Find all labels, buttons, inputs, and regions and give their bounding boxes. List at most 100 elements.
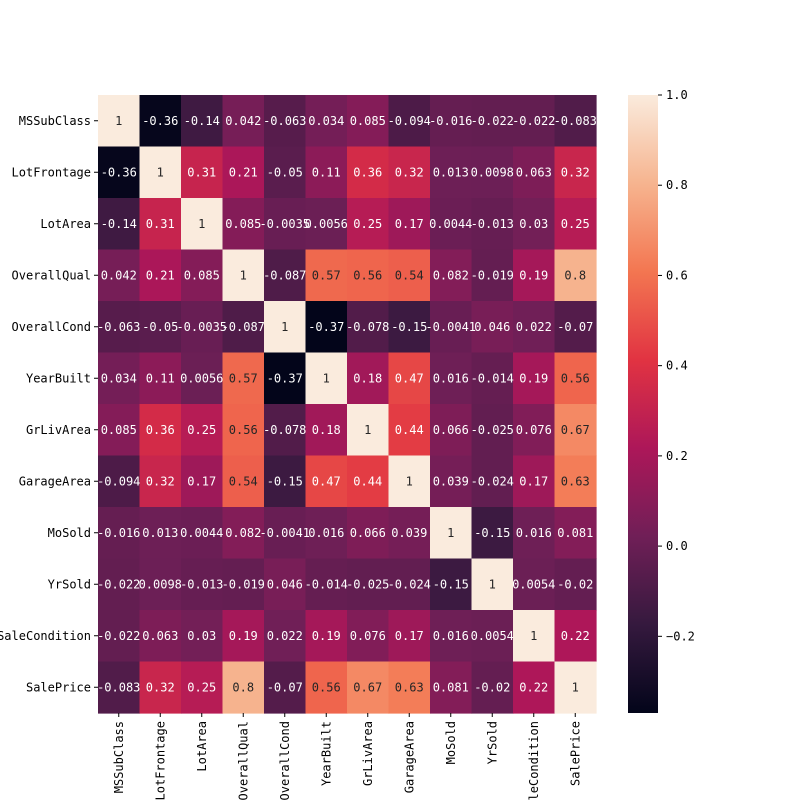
cell-value-label: -0.024 <box>388 577 431 591</box>
cell-value-label: -0.022 <box>97 577 140 591</box>
cell-value-label: 0.56 <box>229 423 258 437</box>
cell-value-label: 0.21 <box>229 165 258 179</box>
x-tick-label: YearBuilt <box>319 721 333 786</box>
heatmap-cell <box>554 455 597 508</box>
colorbar-tick-label: 0.4 <box>666 359 688 373</box>
heatmap-cell <box>139 455 182 508</box>
heatmap-cell <box>181 95 224 148</box>
cell-value-label: 0.36 <box>146 423 175 437</box>
heatmap-cell <box>347 301 390 354</box>
cell-value-label: 0.31 <box>187 165 216 179</box>
cell-value-label: 0.32 <box>146 680 175 694</box>
cell-value-label: 0.67 <box>561 423 590 437</box>
heatmap-cell <box>222 455 265 508</box>
cell-value-label: 0.0044 <box>429 217 472 231</box>
heatmap-cell <box>430 661 473 714</box>
cell-value-label: -0.0041 <box>259 526 310 540</box>
heatmap-cell <box>347 95 390 148</box>
colorbar-tick-label: −0.2 <box>666 629 695 643</box>
cell-value-label: -0.014 <box>471 371 514 385</box>
cell-value-label: -0.083 <box>554 114 597 128</box>
cell-value-label: 0.039 <box>391 526 427 540</box>
cell-value-label: 1 <box>530 629 537 643</box>
heatmap-cell <box>98 558 141 611</box>
heatmap-cell <box>430 455 473 508</box>
cell-value-label: 0.17 <box>395 217 424 231</box>
cell-value-label: -0.022 <box>97 629 140 643</box>
heatmap-cell <box>98 507 141 560</box>
cell-value-label: 0.022 <box>267 629 303 643</box>
cell-value-label: 0.17 <box>395 629 424 643</box>
cell-value-label: 0.17 <box>187 474 216 488</box>
cell-value-label: -0.07 <box>267 680 303 694</box>
heatmap-cell <box>554 95 597 148</box>
cell-value-label: 0.034 <box>101 371 137 385</box>
cell-value-label: -0.087 <box>222 320 265 334</box>
heatmap-cell <box>513 352 556 405</box>
cell-value-label: -0.019 <box>471 268 514 282</box>
cell-value-label: -0.15 <box>433 577 469 591</box>
y-tick-label: SalePrice <box>26 680 91 694</box>
heatmap-cell <box>471 455 514 508</box>
heatmap-cell <box>471 249 514 302</box>
colorbar: 1.0 0.8 0.6 0.4 0.2 0.0 −0.2 <box>628 88 695 713</box>
cell-value-label: 0.066 <box>350 526 386 540</box>
cell-value-label: 1 <box>198 217 205 231</box>
heatmap-cell <box>98 95 141 148</box>
cell-value-label: 0.085 <box>101 423 137 437</box>
heatmap-cell <box>554 198 597 251</box>
heatmap-cell <box>388 661 431 714</box>
heatmap-cell <box>430 404 473 457</box>
heatmap-cell <box>513 249 556 302</box>
cell-value-label: 1 <box>447 526 454 540</box>
heatmap-cell <box>471 198 514 251</box>
cell-value-label: -0.025 <box>346 577 389 591</box>
heatmap-cell <box>513 198 556 251</box>
heatmap-cell <box>98 301 141 354</box>
heatmap-cell <box>430 352 473 405</box>
heatmap-cell <box>347 404 390 457</box>
y-axis: MSSubClass LotFrontage LotArea OverallQual O… <box>0 114 98 694</box>
cell-value-label: 0.56 <box>353 268 382 282</box>
cell-value-label: 0.034 <box>308 114 344 128</box>
heatmap-cell <box>139 95 182 148</box>
heatmap-cell <box>98 146 141 199</box>
heatmap-cell <box>181 455 224 508</box>
heatmap-cell <box>554 404 597 457</box>
cell-value-label: 1 <box>406 474 413 488</box>
heatmap-cell <box>305 455 348 508</box>
cell-value-label: 0.0098 <box>139 577 182 591</box>
heatmap-cell <box>305 558 348 611</box>
cell-value-label: -0.063 <box>97 320 140 334</box>
heatmap-cell <box>554 352 597 405</box>
cell-value-label: 1 <box>115 114 122 128</box>
heatmap-cell <box>181 352 224 405</box>
y-tick-label: YearBuilt <box>26 371 91 385</box>
heatmap-cell <box>430 301 473 354</box>
x-tick-label: OverallQual <box>236 721 250 800</box>
heatmap-cell <box>222 352 265 405</box>
heatmap-cell <box>98 249 141 302</box>
x-tick-label: SalePrice <box>568 721 582 786</box>
y-tick-label: GrLivArea <box>26 423 91 437</box>
heatmap-cell <box>264 455 307 508</box>
y-tick-label: MSSubClass <box>19 114 91 128</box>
cell-value-label: 0.0054 <box>512 577 555 591</box>
cell-value-label: -0.15 <box>474 526 510 540</box>
cell-value-label: 0.44 <box>395 423 424 437</box>
cell-value-label: 0.67 <box>353 680 382 694</box>
x-tick-label: YrSold <box>485 721 499 764</box>
heatmap-cell <box>471 301 514 354</box>
cell-value-label: 0.25 <box>187 423 216 437</box>
cell-value-label: 0.022 <box>516 320 552 334</box>
heatmap-cell <box>305 198 348 251</box>
heatmap-cell <box>181 249 224 302</box>
cell-value-label: 0.47 <box>312 474 341 488</box>
heatmap-cell <box>347 610 390 663</box>
cell-value-label: 0.016 <box>433 629 469 643</box>
cell-value-label: -0.016 <box>97 526 140 540</box>
heatmap-cell <box>139 610 182 663</box>
y-tick-label: LotFrontage <box>12 165 91 179</box>
cell-value-label: 0.21 <box>146 268 175 282</box>
heatmap-cell <box>554 558 597 611</box>
